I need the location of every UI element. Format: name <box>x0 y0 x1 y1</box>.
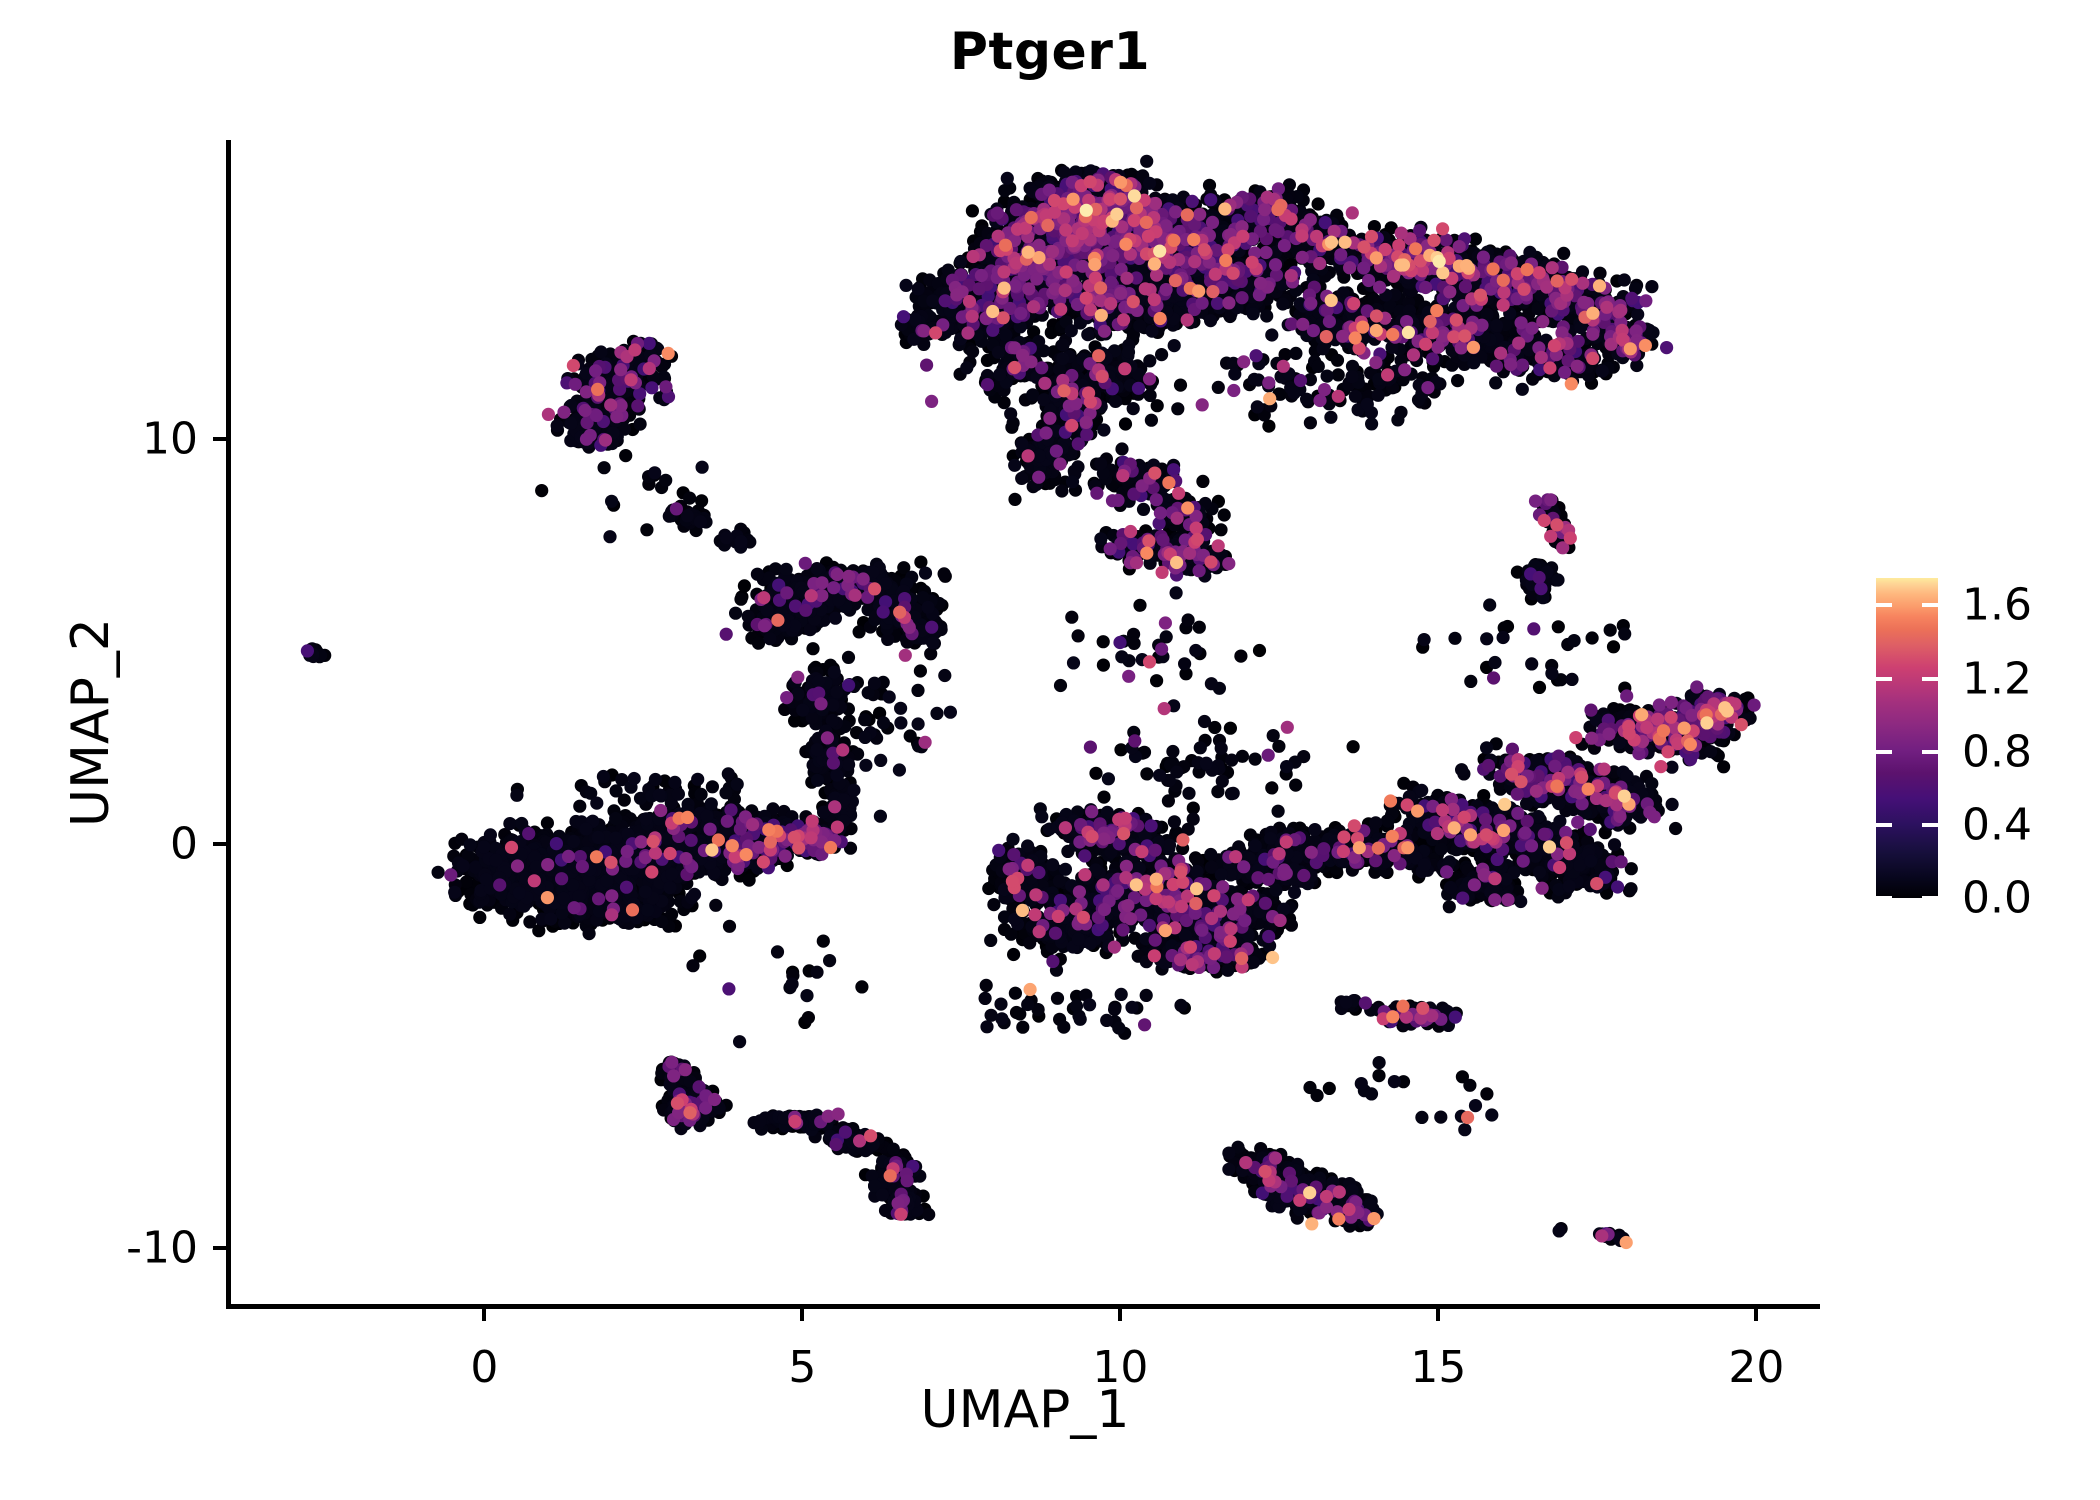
colorbar <box>1876 578 1938 900</box>
axis-spine-left <box>226 140 231 1305</box>
colorbar-tick-mark <box>1876 676 1892 681</box>
y-axis-label: UMAP_2 <box>61 618 121 827</box>
x-tick-mark <box>1118 1308 1123 1321</box>
x-tick-mark <box>482 1308 487 1321</box>
y-tick-mark <box>213 1246 226 1251</box>
x-tick-label: 15 <box>1410 1342 1467 1393</box>
colorbar-tick-mark <box>1876 822 1892 827</box>
x-tick-label: 20 <box>1728 1342 1785 1393</box>
x-tick-label: 5 <box>788 1342 817 1393</box>
colorbar-tick-label: 1.2 <box>1962 653 2032 705</box>
colorbar-tick-mark <box>1922 822 1938 827</box>
x-axis-label: UMAP_1 <box>920 1380 1130 1440</box>
x-tick-mark <box>1754 1308 1759 1321</box>
colorbar-tick-label: 0.8 <box>1962 726 2032 778</box>
y-tick-label: -10 <box>126 1222 198 1274</box>
x-tick-label: 0 <box>470 1342 499 1393</box>
y-tick-mark <box>213 841 226 846</box>
axis-spine-bottom <box>226 1304 1820 1309</box>
x-tick-mark <box>800 1308 805 1321</box>
colorbar-tick-mark <box>1922 603 1938 608</box>
colorbar-tick-mark <box>1922 676 1938 681</box>
scatter-points <box>300 154 1761 1250</box>
x-tick-mark <box>1436 1308 1441 1321</box>
colorbar-tick-mark <box>1876 603 1892 608</box>
y-tick-mark <box>213 437 226 442</box>
scatter-layer <box>230 140 1820 1305</box>
colorbar-tick-label: 1.6 <box>1962 579 2032 631</box>
colorbar-gradient <box>1876 578 1938 898</box>
x-tick-label: 10 <box>1092 1342 1149 1393</box>
colorbar-tick-mark <box>1876 749 1892 754</box>
colorbar-tick-mark <box>1922 896 1938 900</box>
y-tick-label: 10 <box>142 413 198 465</box>
y-tick-label: 0 <box>170 818 198 870</box>
colorbar-tick-label: 0.4 <box>1962 799 2032 851</box>
colorbar-tick-label: 0.0 <box>1962 872 2032 924</box>
plot-axes: 0 5 10 15 20 -10 0 10 <box>126 140 1820 1393</box>
chart-title: Ptger1 <box>949 22 1151 82</box>
colorbar-tick-mark <box>1922 749 1938 754</box>
colorbar-tick-mark <box>1876 896 1892 900</box>
